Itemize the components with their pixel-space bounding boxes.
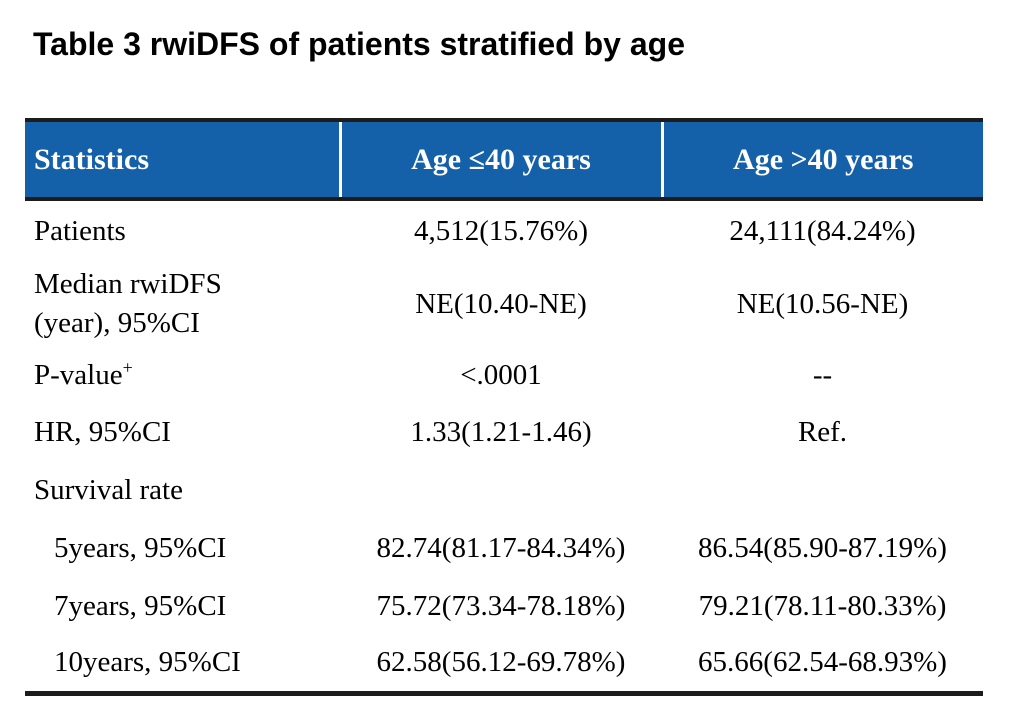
cell-value: 75.72(73.34-78.18%) <box>376 589 626 622</box>
pvalue-label-text: P-value <box>34 359 123 391</box>
table-row-pvalue: P-value+ <.0001 -- <box>25 347 983 404</box>
table-row-5years: 5years, 95%CI 82.74(81.17-84.34%) 86.54(… <box>25 519 983 577</box>
row-label: 7years, 95%CI <box>54 589 227 622</box>
pvalue-superscript-plus: + <box>122 357 133 378</box>
cell-value: NE(10.56-NE) <box>736 287 909 320</box>
row-label-line-1: Median rwiDFS <box>34 267 222 300</box>
row-label: Median rwiDFS (year), 95%CI <box>25 261 340 347</box>
data-table: Statistics Age ≤40 years Age >40 years P… <box>25 118 983 696</box>
table-row-10years: 10years, 95%CI 62.58(56.12-69.78%) 65.66… <box>25 635 983 693</box>
page-title: Table 3 rwiDFS of patients stratified by… <box>33 26 685 62</box>
table-row-median-rwidfs: Median rwiDFS (year), 95%CI NE(10.40-NE)… <box>25 261 983 347</box>
row-label: Survival rate <box>34 473 183 506</box>
header-row: Statistics Age ≤40 years Age >40 years <box>25 118 983 201</box>
cell-value: 86.54(85.90-87.19%) <box>698 531 947 564</box>
header-cell-age-le-40: Age ≤40 years <box>338 118 662 201</box>
cell-value: Ref. <box>797 416 848 448</box>
row-label-line-2: (year), 95%CI <box>34 307 200 339</box>
cell-value: 24,111(84.24%) <box>729 214 916 247</box>
cell-value: 82.74(81.17-84.34%) <box>376 531 626 564</box>
table-row-7years: 7years, 95%CI 75.72(73.34-78.18%) 79.21(… <box>25 577 983 635</box>
row-label: Patients <box>34 214 126 247</box>
table-row-hr: HR, 95%CI 1.33(1.21-1.46) Ref. <box>25 404 983 461</box>
header-cell-age-gt-40: Age >40 years <box>660 118 983 201</box>
cell-value: NE(10.40-NE) <box>415 287 587 320</box>
table-row-survival-rate: Survival rate <box>25 461 983 519</box>
cell-value <box>662 461 983 519</box>
row-label: P-value+ <box>25 347 340 404</box>
cell-value: 4,512(15.76%) <box>414 214 588 247</box>
cell-value: 62.58(56.12-69.78%) <box>376 646 626 679</box>
cell-value: -- <box>812 359 833 391</box>
cell-value <box>340 461 662 519</box>
cell-value: 1.33(1.21-1.46) <box>410 416 592 448</box>
header-cell-statistics: Statistics <box>25 118 340 201</box>
cell-value: 79.21(78.11-80.33%) <box>698 589 947 622</box>
row-label: 5years, 95%CI <box>54 531 227 564</box>
cell-value: 65.66(62.54-68.93%) <box>698 646 947 679</box>
table-row-patients: Patients 4,512(15.76%) 24,111(84.24%) <box>25 199 983 261</box>
cell-value: <.0001 <box>460 359 542 391</box>
row-label: HR, 95%CI <box>34 416 171 448</box>
row-label: 10years, 95%CI <box>54 646 241 679</box>
